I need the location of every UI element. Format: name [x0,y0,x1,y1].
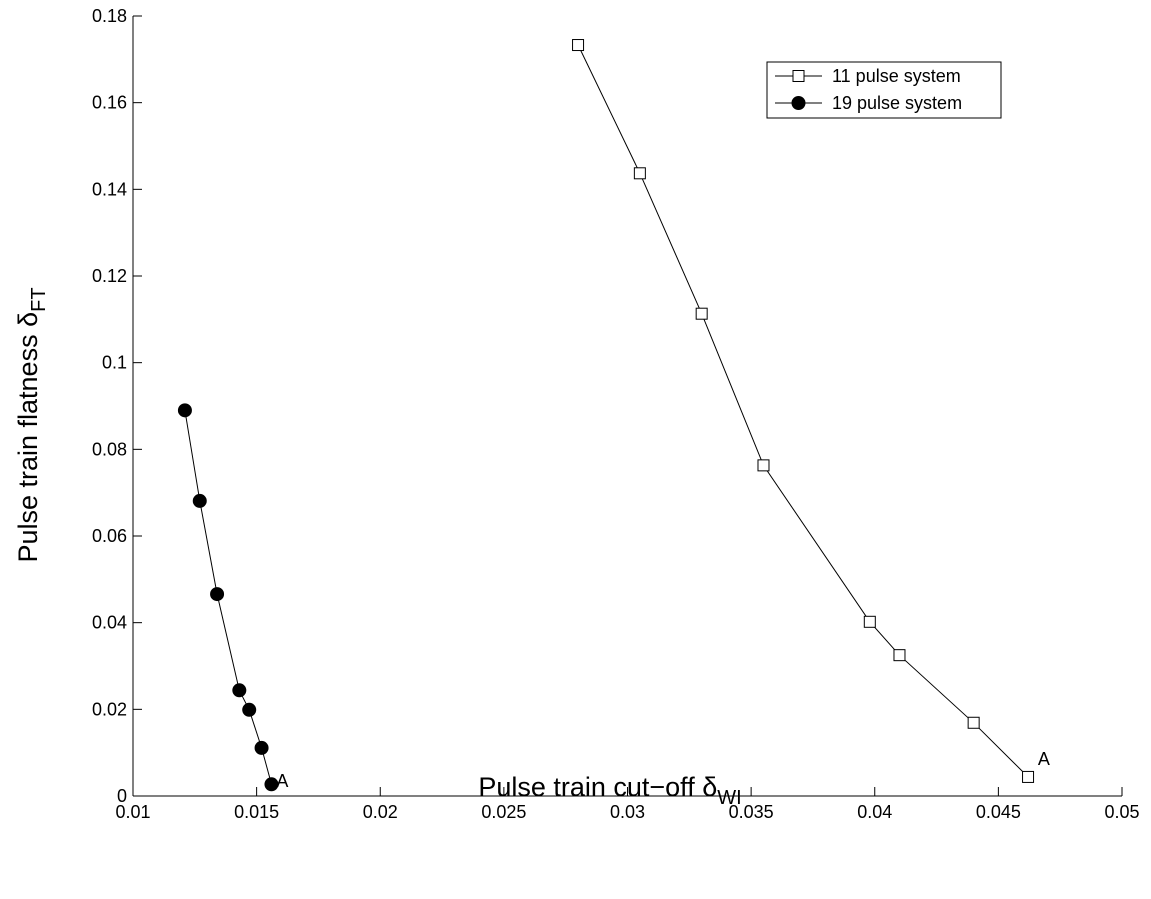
y-tick-label: 0.04 [92,613,127,633]
data-point [633,167,646,180]
legend: 11 pulse system 19 pulse system [766,61,1002,119]
x-tick-label: 0.04 [857,802,892,822]
data-point [757,459,770,472]
data-point [1022,770,1035,783]
data-point [210,587,225,602]
x-tick-label: 0.035 [729,802,774,822]
data-point [264,777,279,792]
series-1 [572,39,1035,783]
y-tick-label: 0.12 [92,266,127,286]
y-axis-label: Pulse train flatness δFT [13,287,50,562]
axes: 0.01 0.015 0.02 0.025 0.03 0.035 0.04 0.045 0.05… [92,6,1140,822]
y-tick-label: 0.16 [92,93,127,113]
x-tick-label: 0.01 [115,802,150,822]
legend-marker [792,70,805,82]
data-point [967,716,980,729]
x-axis-label-sub: WI [717,787,741,809]
annotations: AA [276,749,1050,791]
x-tick-label: 0.05 [1104,802,1139,822]
data-point [242,702,257,717]
x-tick-label: 0.025 [481,802,526,822]
y-axis-label-sub: FT [28,287,50,311]
data-point [254,740,269,755]
y-tick-label: 0.06 [92,526,127,546]
y-axis-label-main: Pulse train flatness δ [13,312,43,563]
annotation-label: A [1038,749,1050,769]
x-tick-label: 0.045 [976,802,1021,822]
data-point [863,615,876,628]
x-axis-label: Pulse train cut−off δWI [478,772,741,809]
y-tick-label: 0.02 [92,699,127,719]
legend-box [766,61,1002,119]
legend-label: 19 pulse system [832,93,962,113]
data-point [192,493,207,508]
series-2 [177,403,279,792]
data-point [695,307,708,320]
y-tick-label: 0.18 [92,6,127,26]
x-tick-label: 0.015 [234,802,279,822]
data-point [893,649,906,662]
y-tick-label: 0.1 [102,353,127,373]
data-point [177,403,192,418]
x-tick-label: 0.03 [610,802,645,822]
legend-marker [791,96,806,110]
x-axis-label-main: Pulse train cut−off δ [478,772,717,802]
data-point [232,683,247,698]
y-tick-label: 0.14 [92,179,127,199]
series-line [184,410,272,785]
legend-label: 11 pulse system [832,66,961,86]
annotation-label: A [276,771,288,791]
data-point [572,39,585,52]
series-line [577,44,1029,778]
x-tick-label: 0.02 [363,802,398,822]
y-tick-label: 0.08 [92,439,127,459]
y-tick-label: 0 [117,786,127,806]
plot-area [177,39,1035,792]
